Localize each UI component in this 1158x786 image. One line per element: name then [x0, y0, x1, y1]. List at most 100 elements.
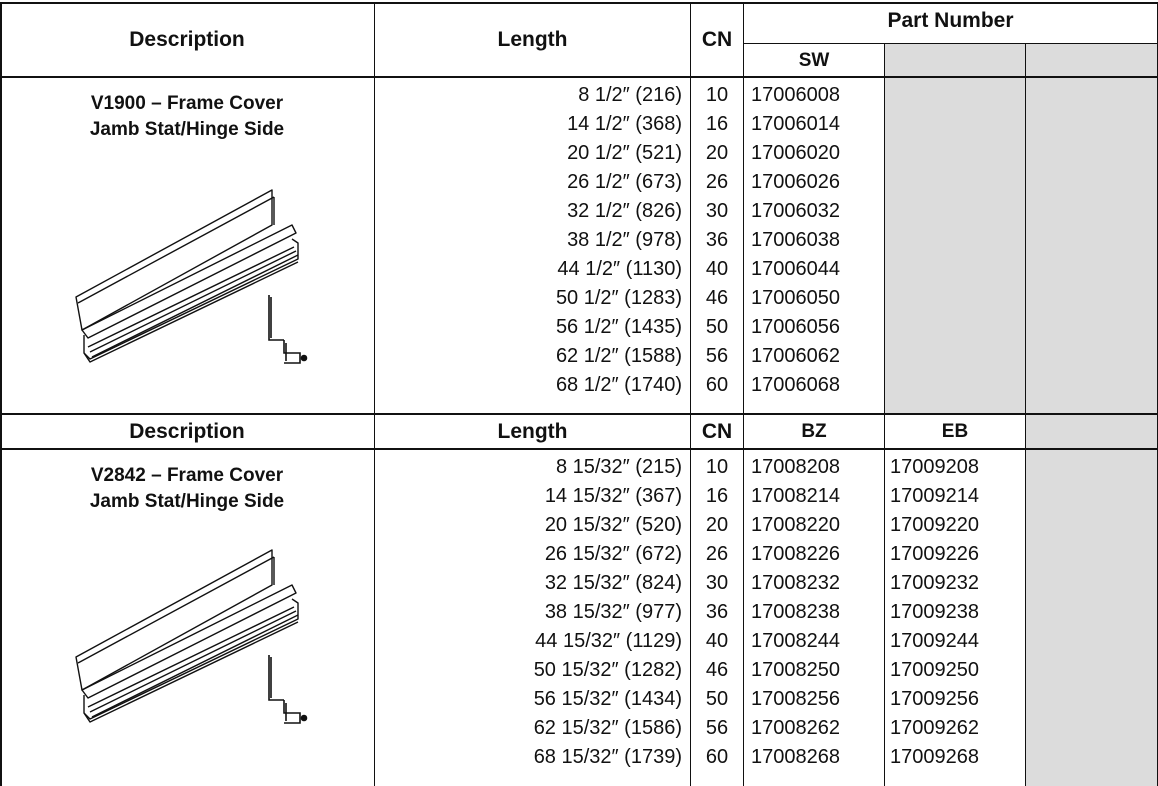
length-cell: 14 15/32″ (367)	[544, 485, 682, 507]
cn-cell: 46	[705, 659, 729, 681]
eb-part-number-cell: 17009238	[890, 601, 979, 623]
length-cell: 56 1/2″ (1435)	[555, 316, 682, 338]
eb-part-number-cell: 17009244	[890, 630, 979, 652]
header-description: Description	[129, 28, 245, 51]
header-part-number: Part Number	[887, 9, 1014, 32]
cn-cell: 10	[705, 456, 729, 478]
cn-cell: 46	[705, 287, 729, 309]
cn-cell: 16	[705, 113, 729, 135]
bz-part-number-cell: 17008226	[751, 543, 840, 565]
eb-part-number-cell: 17009262	[890, 717, 979, 739]
rule-top	[0, 2, 1158, 4]
eb-part-number-cell: 17009208	[890, 456, 979, 478]
rule-section2-header-bottom	[0, 448, 1158, 450]
length-cell: 26 15/32″ (672)	[544, 543, 682, 565]
cn-cell: 36	[705, 229, 729, 251]
bz-part-number-cell: 17008232	[751, 572, 840, 594]
section2-header-bz: BZ	[801, 421, 827, 442]
cn-cell: 56	[705, 717, 729, 739]
sw-part-number-cell: 17006014	[751, 113, 840, 135]
eb-part-number-cell: 17009250	[890, 659, 979, 681]
section2-title-line1: V2842 – Frame Cover	[90, 465, 284, 486]
sw-part-number-cell: 17006008	[751, 84, 840, 106]
rule-left	[0, 2, 2, 786]
bz-part-number-cell: 17008244	[751, 630, 840, 652]
cn-cell: 50	[705, 688, 729, 710]
sw-part-number-cell: 17006056	[751, 316, 840, 338]
eb-part-number-cell: 17009220	[890, 514, 979, 536]
bz-part-number-cell: 17008238	[751, 601, 840, 623]
length-cell: 68 15/32″ (1739)	[533, 746, 682, 768]
length-cell: 44 1/2″ (1130)	[557, 258, 682, 280]
sw-part-number-cell: 17006062	[751, 345, 840, 367]
rule-desc-length	[374, 2, 375, 786]
frame-cover-drawing-v2842	[75, 549, 308, 724]
eb-part-number-cell: 17009232	[890, 572, 979, 594]
eb-part-number-cell: 17009226	[890, 543, 979, 565]
cn-cell: 60	[705, 746, 729, 768]
eb-part-number-cell: 17009268	[890, 746, 979, 768]
length-cell: 8 15/32″ (215)	[555, 456, 682, 478]
section2-title-line2: Jamb Stat/Hinge Side	[89, 491, 285, 512]
cn-cell: 16	[705, 485, 729, 507]
section2-header-cn: CN	[701, 420, 733, 443]
cn-cell: 26	[705, 171, 729, 193]
cn-cell: 10	[705, 84, 729, 106]
sw-part-number-cell: 17006038	[751, 229, 840, 251]
cn-cell: 20	[705, 142, 729, 164]
bz-part-number-cell: 17008256	[751, 688, 840, 710]
cn-cell: 40	[705, 258, 729, 280]
sw-part-number-cell: 17006068	[751, 374, 840, 396]
shaded-column-4-section2	[1025, 414, 1158, 786]
length-cell: 50 1/2″ (1283)	[555, 287, 682, 309]
cn-cell: 50	[705, 316, 729, 338]
length-cell: 32 15/32″ (824)	[544, 572, 682, 594]
bz-part-number-cell: 17008208	[751, 456, 840, 478]
rule-pn-col2	[884, 44, 885, 786]
length-cell: 26 1/2″ (673)	[567, 171, 682, 193]
length-cell: 20 15/32″ (520)	[544, 514, 682, 536]
cn-cell: 20	[705, 514, 729, 536]
rule-cn-partnum	[743, 2, 744, 786]
cn-cell: 26	[705, 543, 729, 565]
length-cell: 14 1/2″ (368)	[567, 113, 682, 135]
rule-partnumber-sub	[743, 43, 1158, 44]
bz-part-number-cell: 17008250	[751, 659, 840, 681]
bz-part-number-cell: 17008214	[751, 485, 840, 507]
length-cell: 62 1/2″ (1588)	[555, 345, 682, 367]
length-cell: 38 15/32″ (977)	[544, 601, 682, 623]
sw-part-number-cell: 17006050	[751, 287, 840, 309]
length-cell: 8 1/2″ (216)	[578, 84, 682, 106]
rule-pn-col3	[1025, 44, 1026, 786]
sw-part-number-cell: 17006044	[751, 258, 840, 280]
cn-cell: 36	[705, 601, 729, 623]
section1-title-line1: V1900 – Frame Cover	[90, 93, 284, 114]
cn-cell: 30	[705, 572, 729, 594]
section1-title-line2: Jamb Stat/Hinge Side	[89, 119, 285, 140]
shaded-column-3-section1	[885, 44, 1025, 414]
frame-cover-drawing-v1900	[75, 189, 308, 364]
section2-header-description: Description	[129, 420, 245, 443]
length-cell: 20 1/2″ (521)	[567, 142, 682, 164]
rule-section2-top	[0, 413, 1158, 415]
sw-part-number-cell: 17006026	[751, 171, 840, 193]
cn-cell: 56	[705, 345, 729, 367]
length-cell: 50 15/32″ (1282)	[533, 659, 682, 681]
length-cell: 32 1/2″ (826)	[567, 200, 682, 222]
bz-part-number-cell: 17008220	[751, 514, 840, 536]
cn-cell: 60	[705, 374, 729, 396]
header-length: Length	[497, 28, 568, 51]
section2-header-length: Length	[497, 420, 568, 443]
section2-header-eb: EB	[941, 421, 969, 442]
length-cell: 56 15/32″ (1434)	[533, 688, 682, 710]
length-cell: 68 1/2″ (1740)	[555, 374, 682, 396]
header-sw: SW	[798, 50, 830, 71]
cn-cell: 40	[705, 630, 729, 652]
length-cell: 44 15/32″ (1129)	[535, 630, 682, 652]
eb-part-number-cell: 17009214	[890, 485, 979, 507]
bz-part-number-cell: 17008268	[751, 746, 840, 768]
length-cell: 62 15/32″ (1586)	[533, 717, 682, 739]
cn-cell: 30	[705, 200, 729, 222]
shaded-column-4-section1	[1025, 44, 1158, 414]
